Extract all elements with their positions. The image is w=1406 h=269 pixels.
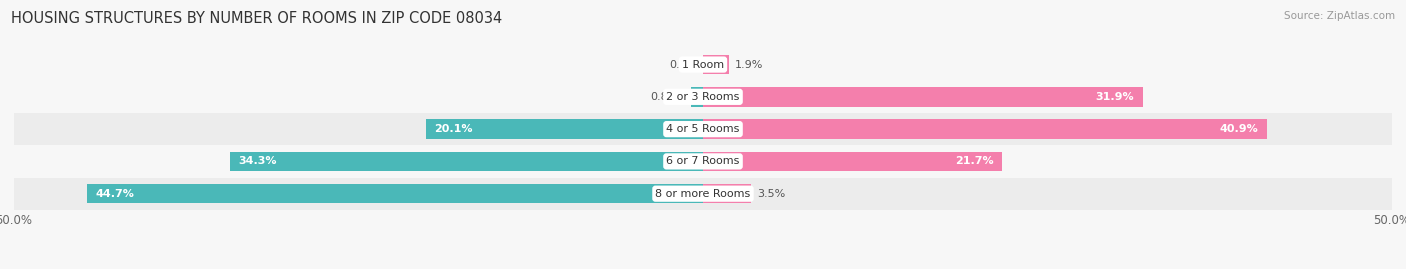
Bar	[14, 81, 1392, 113]
Legend: Owner-occupied, Renter-occupied: Owner-occupied, Renter-occupied	[581, 266, 825, 269]
Text: 44.7%: 44.7%	[96, 189, 134, 199]
Text: 40.9%: 40.9%	[1219, 124, 1258, 134]
Bar	[14, 113, 1392, 145]
Bar	[14, 48, 1392, 81]
Bar	[703, 87, 1143, 107]
Bar	[703, 119, 1267, 139]
Text: Source: ZipAtlas.com: Source: ZipAtlas.com	[1284, 11, 1395, 21]
Text: 8 or more Rooms: 8 or more Rooms	[655, 189, 751, 199]
Bar	[703, 184, 751, 203]
Text: 21.7%: 21.7%	[955, 156, 994, 167]
Bar	[14, 178, 1392, 210]
Text: 3.5%: 3.5%	[756, 189, 785, 199]
Bar	[426, 119, 703, 139]
Text: 1 Room: 1 Room	[682, 59, 724, 70]
Bar	[703, 55, 730, 74]
Bar	[87, 184, 703, 203]
Text: 31.9%: 31.9%	[1095, 92, 1135, 102]
Text: 0.0%: 0.0%	[669, 59, 697, 70]
Bar	[703, 152, 1002, 171]
Text: 0.88%: 0.88%	[650, 92, 685, 102]
Text: 34.3%: 34.3%	[239, 156, 277, 167]
Text: 6 or 7 Rooms: 6 or 7 Rooms	[666, 156, 740, 167]
Text: 20.1%: 20.1%	[434, 124, 472, 134]
Bar	[690, 87, 703, 107]
Bar	[14, 145, 1392, 178]
Text: HOUSING STRUCTURES BY NUMBER OF ROOMS IN ZIP CODE 08034: HOUSING STRUCTURES BY NUMBER OF ROOMS IN…	[11, 11, 502, 26]
Text: 4 or 5 Rooms: 4 or 5 Rooms	[666, 124, 740, 134]
Text: 1.9%: 1.9%	[735, 59, 763, 70]
Bar	[231, 152, 703, 171]
Text: 2 or 3 Rooms: 2 or 3 Rooms	[666, 92, 740, 102]
